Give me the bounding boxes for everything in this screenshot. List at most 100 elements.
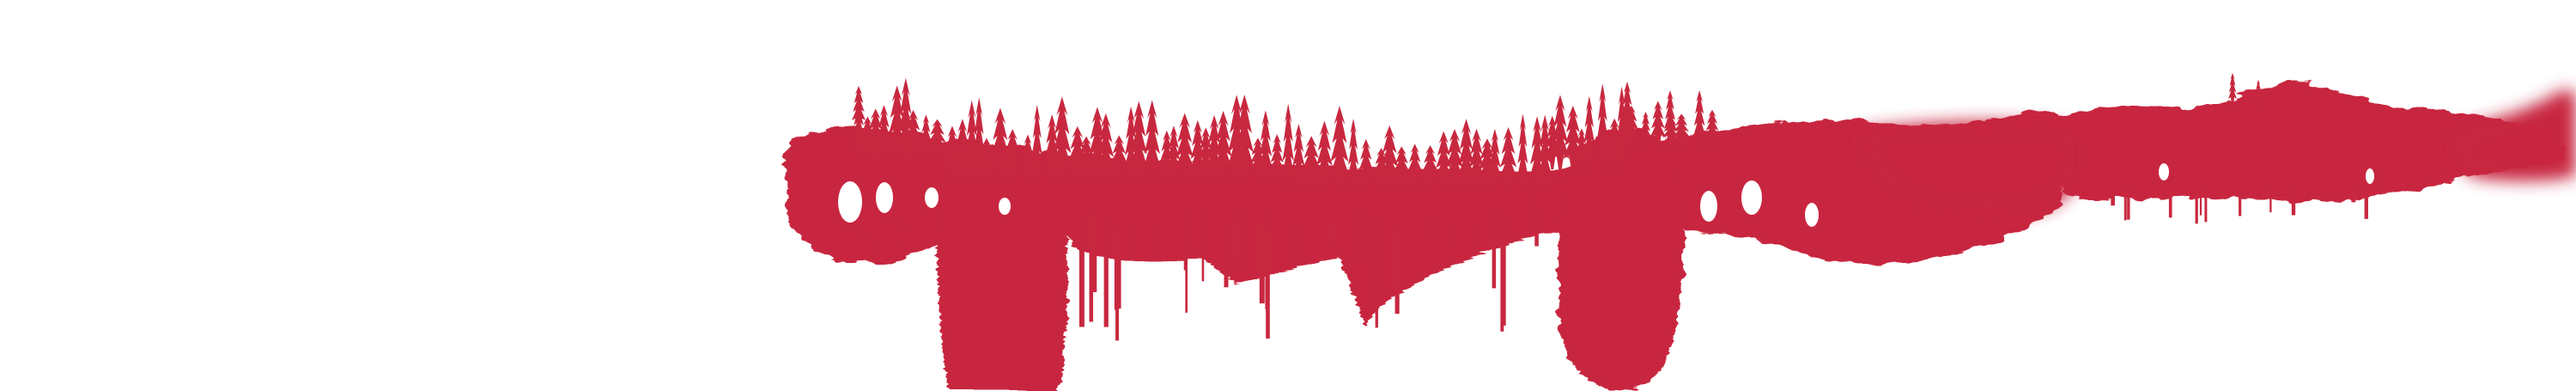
paint-drip-streak — [1534, 214, 1539, 247]
paint-hole — [838, 181, 862, 223]
paint-drip-streak — [1492, 218, 1497, 289]
pine-tree-silhouette — [1096, 113, 1116, 182]
paint-drip-streak — [1477, 226, 1481, 248]
pine-tree-silhouette — [1639, 112, 1652, 148]
pine-tree-silhouette — [989, 107, 1012, 182]
pine-tree-silhouette — [859, 116, 877, 161]
pine-tree-silhouette — [1372, 148, 1391, 191]
paint-drip-streak — [2351, 190, 2356, 203]
paint-drip-streak — [1358, 210, 1362, 260]
pine-tree-silhouette — [1406, 144, 1424, 191]
paint-drip-streak — [2291, 191, 2296, 216]
paint-drip-streak — [1238, 231, 1243, 272]
paint-drip-streak — [1430, 220, 1434, 238]
paint-drip-streak — [1235, 223, 1240, 262]
pine-tree-silhouette — [852, 86, 866, 131]
pine-tree-silhouette — [1498, 127, 1519, 191]
paint-drip-streak — [1493, 211, 1499, 229]
pine-tree-silhouette — [903, 110, 923, 161]
paint-drip-streak — [2239, 192, 2242, 217]
paint-drip-streak — [2111, 192, 2115, 206]
brush-curl-left — [848, 180, 910, 249]
paint-hole — [1805, 203, 1819, 227]
brush-band-center — [1065, 159, 1546, 327]
pine-tree-silhouette — [1249, 137, 1267, 182]
pine-tree-silhouette — [1281, 103, 1296, 191]
pine-tree-silhouette — [1174, 113, 1195, 182]
pine-tree-silhouette — [1358, 138, 1375, 191]
paint-drip-streak — [1375, 221, 1378, 328]
paint-drip-streak — [1330, 223, 1334, 244]
pine-tree-silhouette — [1142, 100, 1162, 182]
paint-drip-streak — [1115, 230, 1121, 309]
paint-drip-streak — [1265, 212, 1268, 309]
pine-tree-silhouette — [1620, 82, 1634, 139]
paint-drip-streak — [2195, 192, 2198, 224]
pine-tree-silhouette — [1128, 101, 1149, 182]
brush-drip-left — [936, 206, 1068, 391]
pine-tree-silhouette — [1649, 101, 1667, 148]
pine-tree-silhouette — [1328, 106, 1351, 191]
pine-tree-silhouette — [977, 137, 996, 182]
paint-drips — [1078, 185, 2368, 341]
pine-tree-silhouette — [2228, 73, 2237, 109]
paint-drip-streak — [2204, 191, 2208, 223]
pine-tree-silhouette — [1420, 145, 1440, 191]
pine-tree-silhouette — [1487, 128, 1503, 191]
paint-drip-streak — [1183, 216, 1187, 271]
pine-tree-silhouette — [1020, 134, 1036, 182]
paint-drip-streak — [1394, 229, 1400, 315]
pine-tree-silhouette — [1233, 95, 1256, 182]
paint-drip-streak — [1089, 215, 1094, 322]
pine-tree-silhouette — [1158, 130, 1176, 182]
paint-hole — [1700, 191, 1717, 222]
paint-drip-streak — [1224, 226, 1229, 288]
paint-drip-streak — [1296, 225, 1299, 259]
pine-tree-silhouette — [1392, 146, 1412, 191]
paint-drip-streak — [2364, 188, 2368, 219]
paint-drip-streak — [1132, 223, 1137, 256]
pine-tree-silhouette — [1516, 113, 1529, 191]
paint-drip-streak — [2123, 186, 2127, 221]
pine-tree-silhouette — [1575, 128, 1589, 169]
paint-drip-streak — [1503, 217, 1506, 326]
paint-hole — [925, 187, 939, 208]
pine-tree-silhouette — [1003, 129, 1023, 182]
pine-tree-silhouette — [1536, 114, 1553, 191]
brush-band-right — [2044, 82, 2567, 203]
brush-blur-patch — [1862, 120, 2085, 218]
pine-tree-silhouette — [1672, 113, 1691, 148]
paint-drip-streak — [1103, 218, 1109, 327]
pine-tree-silhouette — [1664, 90, 1676, 139]
paint-drip-streak — [1091, 210, 1097, 292]
pine-tree-silhouette — [1051, 96, 1073, 182]
pine-tree-silhouette — [1704, 109, 1720, 148]
pine-tree-silhouette — [1379, 125, 1400, 191]
pine-tree-silhouette — [1291, 123, 1306, 191]
paint-hole — [876, 182, 893, 213]
paint-hole — [999, 198, 1011, 215]
paint-drip-streak — [1185, 218, 1188, 313]
pine-tree-silhouette — [920, 114, 933, 161]
pine-tree-silhouette — [1212, 110, 1234, 182]
pine-tree-silhouette — [1692, 90, 1706, 148]
pine-tree-silhouette — [1109, 135, 1129, 182]
pine-tree-silhouette — [1269, 134, 1285, 182]
pine-tree-silhouette — [927, 119, 948, 161]
paint-drip-streak — [1259, 226, 1265, 304]
paint-drip-streak — [1255, 224, 1261, 271]
pine-tree-silhouette — [1551, 95, 1570, 169]
paint-layer — [784, 73, 2576, 391]
paint-hole — [2159, 163, 2169, 180]
paint-holes — [838, 163, 2374, 227]
pine-tree-silhouette — [1544, 115, 1560, 169]
paint-drip-streak — [2168, 192, 2172, 218]
tree-silhouettes — [851, 73, 2262, 191]
pine-tree-silhouette — [2255, 80, 2262, 109]
paint-drip-streak — [1078, 219, 1084, 327]
paint-drip-streak — [1201, 209, 1205, 282]
paint-drip-streak — [1447, 223, 1450, 246]
paint-drip-streak — [2127, 188, 2130, 220]
